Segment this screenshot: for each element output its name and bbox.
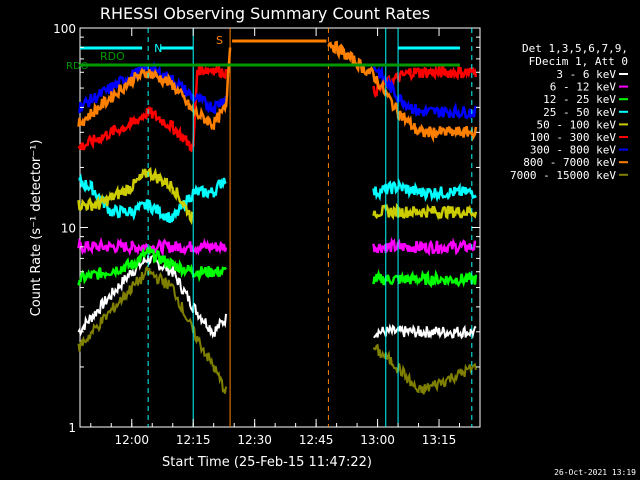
legend-label-3-6-kev: 3 - 6 keV — [556, 68, 616, 81]
legend: Det 1,3,5,6,7,9,FDecim 1, Att 03 - 6 keV… — [510, 42, 628, 182]
y-tick-label-100: 100 — [53, 22, 76, 36]
plot-area: RDO RDO N S — [66, 27, 481, 428]
legend-header-1: FDecim 1, Att 0 — [529, 55, 628, 68]
legend-label-800-7000-kev: 800 - 7000 keV — [523, 156, 616, 169]
legend-header-0: Det 1,3,5,6,7,9, — [522, 42, 628, 55]
legend-label-300-800-kev: 300 - 800 keV — [530, 144, 616, 157]
y-axis: 1 10 100 — [53, 22, 480, 435]
legend-label-7000-15000-kev: 7000 - 15000 keV — [510, 169, 616, 182]
annotation-rdo-0: RDO — [100, 50, 125, 63]
y-axis-label: Count Rate (s⁻¹ detector⁻¹) — [29, 140, 44, 317]
legend-label-100-300-kev: 100 - 300 keV — [530, 131, 616, 144]
x-axis-label: Start Time (25-Feb-15 11:47:22) — [162, 455, 372, 470]
annotation-rdo-1: RDO — [66, 61, 89, 72]
x-axis: 12:00 12:15 12:30 12:45 13:00 13:15 — [90, 28, 481, 447]
overlay-layer: RDO RDO N S — [66, 28, 473, 427]
x-tick-label-13-15: 13:15 — [422, 433, 457, 447]
annotation-n-2: N — [154, 42, 162, 55]
series-line-7000-15000-kev — [77, 264, 477, 395]
legend-label-25-50-kev: 25 - 50 keV — [543, 106, 616, 119]
x-tick-label-12-15: 12:15 — [176, 433, 211, 447]
x-tick-label-12-45: 12:45 — [299, 433, 334, 447]
series-line-800-7000-kev — [77, 40, 478, 144]
annotation-s-3: S — [216, 34, 223, 47]
legend-label-50-100-kev: 50 - 100 keV — [537, 118, 617, 131]
series-line-50-100-kev — [77, 166, 478, 226]
y-tick-label-1: 1 — [68, 421, 76, 435]
series-line-12-25-kev — [77, 244, 478, 289]
footer-date: 26-Oct-2021 13:19 — [554, 468, 636, 477]
x-tick-label-12-30: 12:30 — [237, 433, 272, 447]
chart-title: RHESSI Observing Summary Count Rates — [100, 4, 430, 23]
y-tick-label-10: 10 — [61, 222, 76, 236]
legend-label-6-12-kev: 6 - 12 keV — [550, 81, 617, 94]
x-tick-label-13-00: 13:00 — [360, 433, 395, 447]
x-tick-label-12-00: 12:00 — [114, 433, 149, 447]
series-layer — [77, 40, 478, 395]
legend-label-12-25-kev: 12 - 25 keV — [543, 93, 616, 106]
